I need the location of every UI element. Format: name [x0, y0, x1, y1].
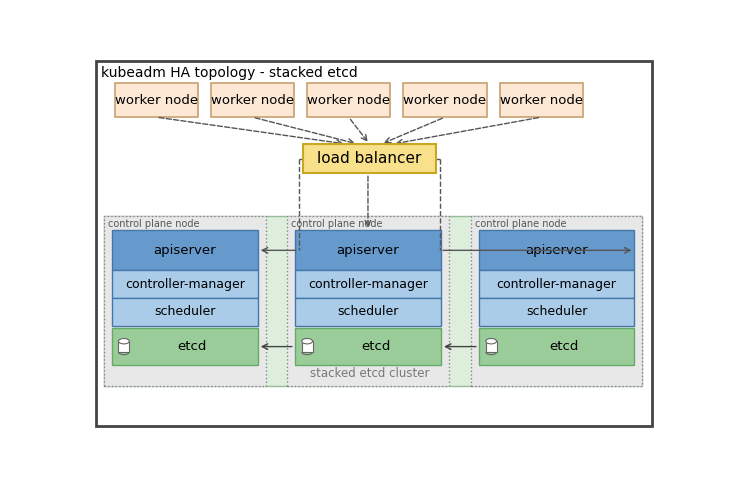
Text: worker node: worker node — [115, 94, 198, 107]
Text: worker node: worker node — [211, 94, 294, 107]
FancyBboxPatch shape — [307, 83, 391, 117]
Text: scheduler: scheduler — [154, 306, 215, 319]
FancyBboxPatch shape — [112, 298, 258, 326]
Text: scheduler: scheduler — [337, 306, 399, 319]
Text: controller-manager: controller-manager — [496, 278, 617, 291]
FancyBboxPatch shape — [471, 216, 642, 386]
FancyBboxPatch shape — [115, 83, 198, 117]
Text: controller-manager: controller-manager — [308, 278, 428, 291]
Text: control plane node: control plane node — [475, 219, 566, 229]
Text: control plane node: control plane node — [291, 219, 383, 229]
Text: etcd: etcd — [550, 340, 579, 353]
FancyBboxPatch shape — [287, 216, 449, 386]
Text: apiserver: apiserver — [153, 244, 216, 257]
Ellipse shape — [118, 338, 129, 344]
FancyBboxPatch shape — [302, 144, 437, 174]
Text: kubeadm HA topology - stacked etcd: kubeadm HA topology - stacked etcd — [101, 66, 358, 80]
Text: apiserver: apiserver — [526, 244, 588, 257]
Text: etcd: etcd — [361, 340, 391, 353]
Polygon shape — [485, 341, 496, 352]
Text: etcd: etcd — [177, 340, 207, 353]
FancyBboxPatch shape — [112, 270, 258, 298]
FancyBboxPatch shape — [404, 83, 486, 117]
FancyBboxPatch shape — [112, 328, 258, 365]
FancyBboxPatch shape — [479, 230, 634, 270]
FancyBboxPatch shape — [96, 61, 652, 426]
Text: worker node: worker node — [404, 94, 486, 107]
Ellipse shape — [301, 338, 312, 344]
FancyBboxPatch shape — [479, 328, 634, 365]
FancyBboxPatch shape — [104, 216, 642, 386]
FancyBboxPatch shape — [112, 230, 258, 270]
FancyBboxPatch shape — [104, 216, 266, 386]
Text: controller-manager: controller-manager — [125, 278, 245, 291]
Text: load balancer: load balancer — [318, 151, 422, 166]
FancyBboxPatch shape — [295, 230, 441, 270]
FancyBboxPatch shape — [499, 83, 583, 117]
FancyBboxPatch shape — [295, 328, 441, 365]
Text: apiserver: apiserver — [337, 244, 399, 257]
Ellipse shape — [485, 338, 496, 344]
Text: worker node: worker node — [307, 94, 391, 107]
FancyBboxPatch shape — [479, 270, 634, 298]
Polygon shape — [118, 341, 129, 352]
FancyBboxPatch shape — [479, 298, 634, 326]
Text: control plane node: control plane node — [108, 219, 199, 229]
Text: stacked etcd cluster: stacked etcd cluster — [310, 367, 429, 380]
Text: worker node: worker node — [499, 94, 583, 107]
FancyBboxPatch shape — [211, 83, 294, 117]
FancyBboxPatch shape — [295, 298, 441, 326]
FancyBboxPatch shape — [295, 270, 441, 298]
Text: scheduler: scheduler — [526, 306, 588, 319]
Polygon shape — [301, 341, 312, 352]
